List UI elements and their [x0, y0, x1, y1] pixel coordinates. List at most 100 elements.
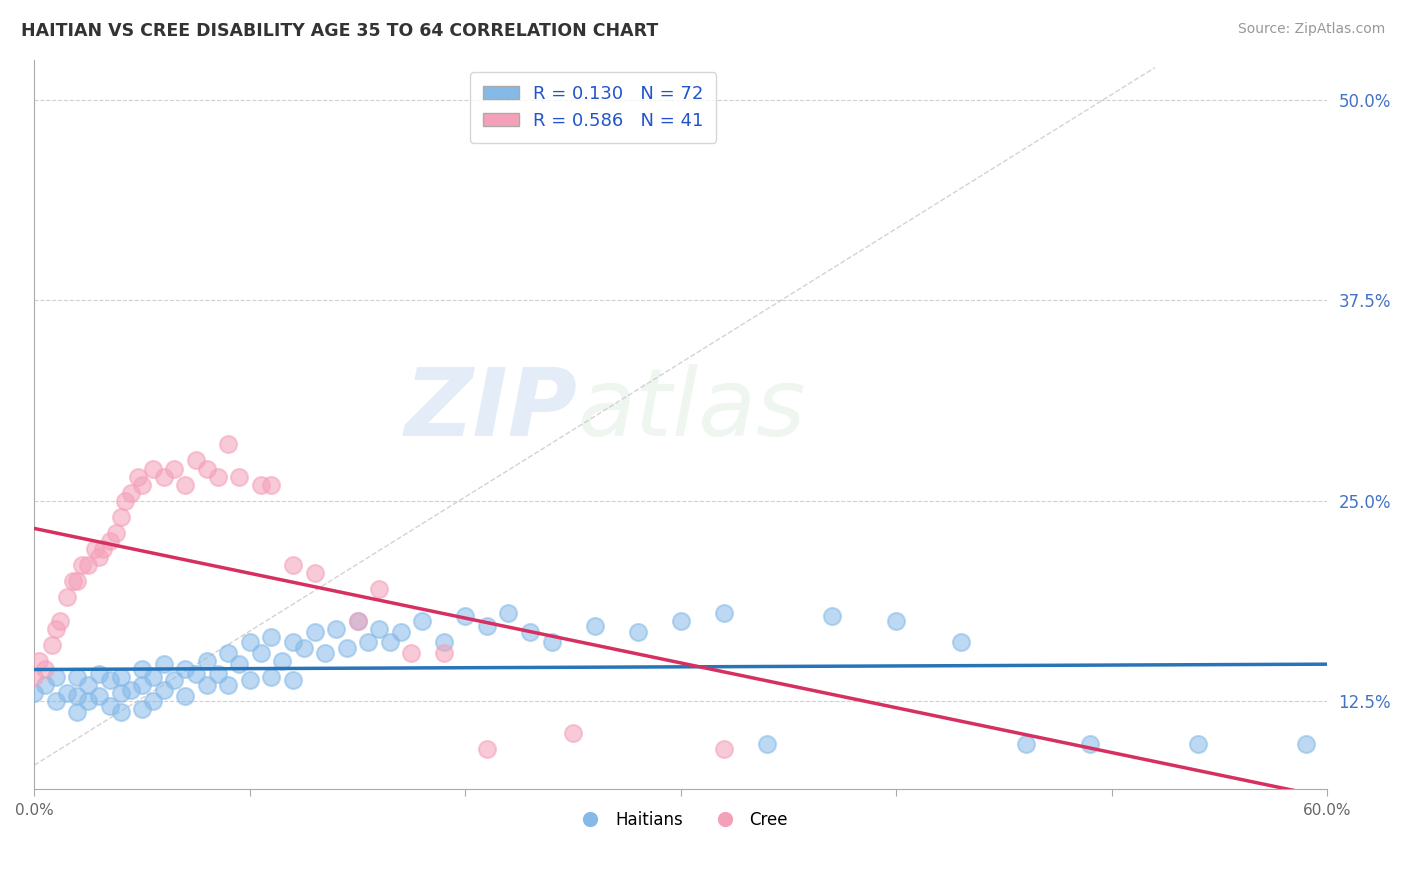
Point [239, 673, 262, 688]
Point [325, 622, 347, 636]
Point [41, 638, 63, 652]
Point [669, 614, 692, 628]
Point [55, 590, 77, 604]
Point [131, 678, 153, 692]
Point [127, 469, 149, 483]
Text: atlas: atlas [578, 364, 806, 455]
Point [583, 618, 606, 632]
Point [1078, 737, 1101, 751]
Point [346, 614, 368, 628]
Point [77, 678, 100, 692]
Point [49, 614, 72, 628]
Point [131, 477, 153, 491]
Point [174, 477, 197, 491]
Point [184, 453, 207, 467]
Point [152, 469, 174, 483]
Point [66, 690, 89, 704]
Point [22, 670, 45, 684]
Point [249, 646, 271, 660]
Point [87, 666, 110, 681]
Point [239, 634, 262, 648]
Point [34, 678, 56, 692]
Point [142, 670, 165, 684]
Point [98, 533, 121, 548]
Point [540, 634, 562, 648]
Point [66, 670, 89, 684]
Point [195, 654, 218, 668]
Point [1014, 737, 1036, 751]
Point [28, 654, 51, 668]
Point [304, 625, 326, 640]
Point [821, 609, 844, 624]
Point [304, 566, 326, 580]
Point [163, 673, 186, 688]
Point [260, 477, 283, 491]
Point [45, 670, 67, 684]
Point [475, 742, 498, 756]
Point [184, 666, 207, 681]
Point [120, 485, 142, 500]
Point [228, 469, 250, 483]
Point [45, 694, 67, 708]
Point [357, 634, 380, 648]
Point [105, 525, 128, 540]
Point [174, 690, 197, 704]
Point [142, 694, 165, 708]
Point [163, 461, 186, 475]
Point [562, 726, 585, 740]
Point [77, 694, 100, 708]
Point [281, 673, 304, 688]
Point [142, 461, 165, 475]
Point [120, 682, 142, 697]
Point [249, 477, 271, 491]
Point [110, 705, 132, 719]
Point [70, 558, 93, 572]
Point [401, 646, 423, 660]
Point [91, 541, 114, 556]
Point [66, 705, 89, 719]
Point [87, 690, 110, 704]
Point [713, 606, 735, 620]
Point [110, 509, 132, 524]
Point [281, 634, 304, 648]
Point [22, 686, 45, 700]
Point [131, 702, 153, 716]
Point [260, 670, 283, 684]
Point [207, 666, 229, 681]
Point [77, 558, 100, 572]
Point [1295, 737, 1317, 751]
Text: ZIP: ZIP [405, 364, 578, 456]
Point [98, 698, 121, 713]
Point [627, 625, 650, 640]
Point [884, 614, 907, 628]
Legend: Haitians, Cree: Haitians, Cree [567, 805, 794, 836]
Point [498, 606, 520, 620]
Point [949, 634, 972, 648]
Point [756, 737, 779, 751]
Point [389, 625, 412, 640]
Point [314, 646, 336, 660]
Point [110, 670, 132, 684]
Point [228, 657, 250, 672]
Text: HAITIAN VS CREE DISABILITY AGE 35 TO 64 CORRELATION CHART: HAITIAN VS CREE DISABILITY AGE 35 TO 64 … [21, 22, 658, 40]
Point [217, 646, 239, 660]
Point [62, 574, 84, 588]
Text: Source: ZipAtlas.com: Source: ZipAtlas.com [1237, 22, 1385, 37]
Point [110, 686, 132, 700]
Point [475, 618, 498, 632]
Point [66, 574, 89, 588]
Point [378, 634, 401, 648]
Point [433, 634, 456, 648]
Point [346, 614, 368, 628]
Point [411, 614, 433, 628]
Point [519, 625, 541, 640]
Point [34, 662, 56, 676]
Point [292, 641, 315, 656]
Point [454, 609, 477, 624]
Point [368, 622, 391, 636]
Point [260, 630, 283, 644]
Point [152, 682, 174, 697]
Point [174, 662, 197, 676]
Point [131, 662, 153, 676]
Point [152, 657, 174, 672]
